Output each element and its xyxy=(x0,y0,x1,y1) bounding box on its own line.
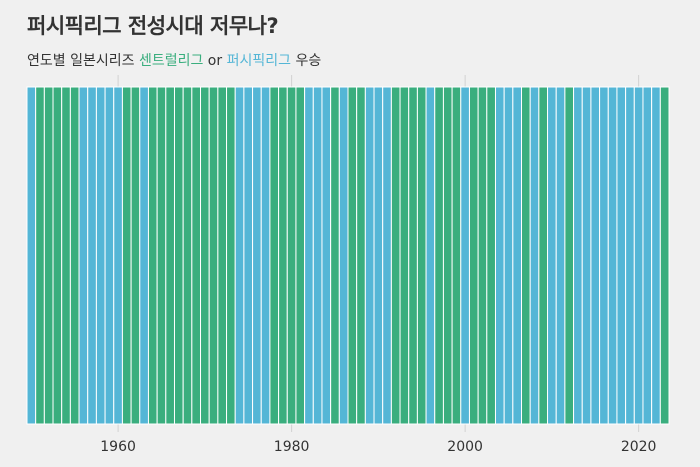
bar-1959-pacific xyxy=(104,86,115,425)
bar-2013-pacific xyxy=(573,86,583,425)
bar-1986-pacific xyxy=(338,86,349,425)
bar-1990-pacific xyxy=(373,86,384,425)
bar-1975-pacific xyxy=(243,86,254,425)
subtitle-or: or xyxy=(203,53,227,69)
bar-1951-central xyxy=(35,86,45,425)
bar-1961-central xyxy=(121,86,132,425)
bar-1997-central xyxy=(434,86,444,425)
subtitle-suffix: 우승 xyxy=(291,53,322,69)
bar-1981-central xyxy=(295,86,306,425)
bar-2011-pacific xyxy=(555,86,566,425)
bar-1952-central xyxy=(43,86,54,425)
bar-1957-pacific xyxy=(87,86,97,425)
x-tick-label-1980: 1980 xyxy=(274,439,310,455)
bar-1998-central xyxy=(442,86,453,425)
bar-2009-central xyxy=(538,86,549,425)
bar-2001-central xyxy=(468,86,479,425)
bar-1979-central xyxy=(278,86,288,425)
bar-1956-pacific xyxy=(78,86,89,425)
bar-1982-pacific xyxy=(304,86,314,425)
bar-1983-pacific xyxy=(312,86,323,425)
bar-1962-central xyxy=(130,86,141,425)
x-tick-label-2020: 2020 xyxy=(621,439,657,455)
bar-1960-pacific xyxy=(113,86,123,425)
x-tick-label-1960: 1960 xyxy=(100,439,136,455)
bar-1999-central xyxy=(451,86,462,425)
legend-pacific: 퍼시픽리그 xyxy=(226,53,291,69)
bar-2021-pacific xyxy=(642,86,653,425)
bar-2008-pacific xyxy=(529,86,540,425)
bar-2017-pacific xyxy=(607,86,618,425)
bar-1955-central xyxy=(69,86,80,425)
bar-1988-central xyxy=(356,86,366,425)
bar-1991-pacific xyxy=(382,86,392,425)
bar-1984-pacific xyxy=(321,86,332,425)
bar-2019-pacific xyxy=(625,86,635,425)
bar-1973-central xyxy=(226,86,236,425)
bar-1966-central xyxy=(165,86,175,425)
bar-2014-pacific xyxy=(581,86,592,425)
bar-1987-central xyxy=(347,86,358,425)
bar-1958-pacific xyxy=(95,86,106,425)
x-axis-ticks: 1960 1980 2000 2020 xyxy=(100,439,656,455)
bar-1978-central xyxy=(269,86,280,425)
bar-2007-central xyxy=(521,86,531,425)
bar-2002-central xyxy=(477,86,488,425)
bar-2006-pacific xyxy=(512,86,523,425)
bar-1980-central xyxy=(286,86,297,425)
bar-1977-pacific xyxy=(260,86,271,425)
bar-2000-pacific xyxy=(460,86,470,425)
bar-1996-pacific xyxy=(425,86,436,425)
bar-1954-central xyxy=(61,86,71,425)
bar-1985-central xyxy=(330,86,340,425)
bar-1994-central xyxy=(408,86,418,425)
bar-1965-central xyxy=(156,86,167,425)
chart-title: 퍼시픽리그 전성시대 저무나? xyxy=(27,14,279,38)
bar-1970-central xyxy=(200,86,210,425)
bar-1971-central xyxy=(208,86,219,425)
bar-2010-pacific xyxy=(547,86,557,425)
x-tick-label-2000: 2000 xyxy=(447,439,483,455)
bar-1953-central xyxy=(52,86,63,425)
bar-2003-central xyxy=(486,86,496,425)
bar-1969-central xyxy=(191,86,202,425)
legend-central: 센트럴리그 xyxy=(138,53,204,69)
subtitle-prefix: 연도별 일본시리즈 xyxy=(27,53,139,69)
bar-1963-pacific xyxy=(139,86,149,425)
bar-1995-central xyxy=(416,86,427,425)
bars-group xyxy=(26,86,670,425)
bar-1992-central xyxy=(390,86,401,425)
bar-2015-pacific xyxy=(590,86,601,425)
bar-1968-central xyxy=(182,86,193,425)
bar-1967-central xyxy=(173,86,184,425)
chart-subtitle: 연도별 일본시리즈 센트럴리그 or 퍼시픽리그 우승 xyxy=(27,50,321,70)
bar-2005-pacific xyxy=(503,86,514,425)
bar-2018-pacific xyxy=(616,86,627,425)
bar-2020-pacific xyxy=(633,86,644,425)
bar-2022-pacific xyxy=(651,86,661,425)
bar-1989-pacific xyxy=(364,86,375,425)
bar-2004-pacific xyxy=(494,86,505,425)
bar-1976-pacific xyxy=(252,86,262,425)
bar-2012-central xyxy=(564,86,575,425)
bar-1950-pacific xyxy=(26,86,37,425)
bar-2016-pacific xyxy=(599,86,609,425)
bar-2023-central xyxy=(659,86,670,425)
bar-1993-central xyxy=(399,86,410,425)
bar-1972-central xyxy=(217,86,228,425)
bar-1974-pacific xyxy=(234,86,245,425)
bar-1964-central xyxy=(147,86,158,425)
